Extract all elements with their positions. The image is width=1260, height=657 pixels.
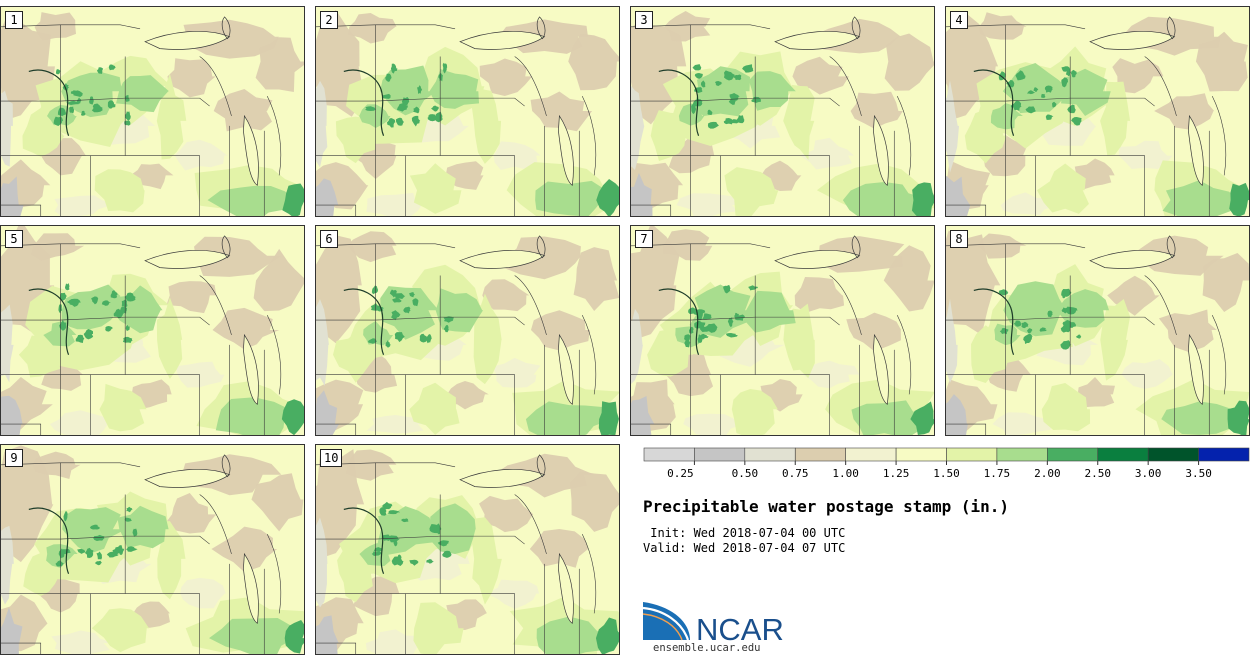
colorbar-tick-label: 3.50 [1185,467,1212,480]
member-panel: 6 [315,225,620,436]
colorbar-tick-label: 0.50 [732,467,759,480]
colorbar-swatch [946,447,998,462]
colorbar-tick-label: 3.00 [1135,467,1162,480]
colorbar-swatch [694,447,746,462]
colorbar-tick-label: 1.00 [832,467,859,480]
precipitable-water-map [1,7,304,216]
precipitable-water-map [1,226,304,435]
member-panel: 4 [945,6,1250,217]
member-number: 1 [5,11,23,29]
colorbar-swatch [744,447,796,462]
page-title: Precipitable water postage stamp (in.) [643,497,1010,516]
colorbar-swatch [845,447,897,462]
init-time: Init: Wed 2018-07-04 00 UTC [643,526,846,540]
colorbar-swatch [1198,447,1250,462]
colorbar-tick-label: 1.25 [883,467,910,480]
member-panel: 7 [630,225,935,436]
member-panel: 9 [0,444,305,655]
precipitable-water-map [946,7,1249,216]
precipitable-water-map [316,445,619,654]
member-panel: 1 [0,6,305,217]
member-number: 10 [320,449,343,467]
member-number: 2 [320,11,338,29]
member-number: 5 [5,230,23,248]
precipitable-water-map [946,226,1249,435]
precipitable-water-map [1,445,304,654]
member-panel: 8 [945,225,1250,436]
colorbar-swatch [996,447,1048,462]
precipitable-water-map [631,226,934,435]
member-number: 4 [950,11,968,29]
valid-time: Valid: Wed 2018-07-04 07 UTC [643,541,846,555]
member-number: 6 [320,230,338,248]
colorbar-swatch [795,447,847,462]
colorbar-tick-label: 0.25 [667,467,694,480]
precipitable-water-map [316,226,619,435]
colorbar-legend: 0.25 0.50 0.75 1.00 1.25 1.50 1.75 2.00 2.50 3.00… [643,447,1250,480]
colorbar-swatch [643,447,695,462]
member-panel: 10 [315,444,620,655]
ncar-logo-text: NCAR [696,612,784,645]
member-panel: 5 [0,225,305,436]
member-number: 8 [950,230,968,248]
colorbar-tick-label: 1.50 [933,467,960,480]
member-number: 3 [635,11,653,29]
member-number: 7 [635,230,653,248]
colorbar-swatch [1097,447,1149,462]
colorbar-swatch [895,447,947,462]
site-url: ensemble.ucar.edu [653,642,761,654]
colorbar-tick-label: 2.50 [1085,467,1112,480]
colorbar-swatch [1046,447,1098,462]
colorbar-tick-label: 2.00 [1034,467,1061,480]
precipitable-water-map [316,7,619,216]
member-panel: 2 [315,6,620,217]
member-number: 9 [5,449,23,467]
colorbar-tick-label: 1.75 [984,467,1011,480]
colorbar-tick-label: 0.75 [782,467,809,480]
ncar-logo: NCAR [642,602,784,645]
member-panel: 3 [630,6,935,217]
colorbar-swatch [1147,447,1199,462]
precipitable-water-map [631,7,934,216]
